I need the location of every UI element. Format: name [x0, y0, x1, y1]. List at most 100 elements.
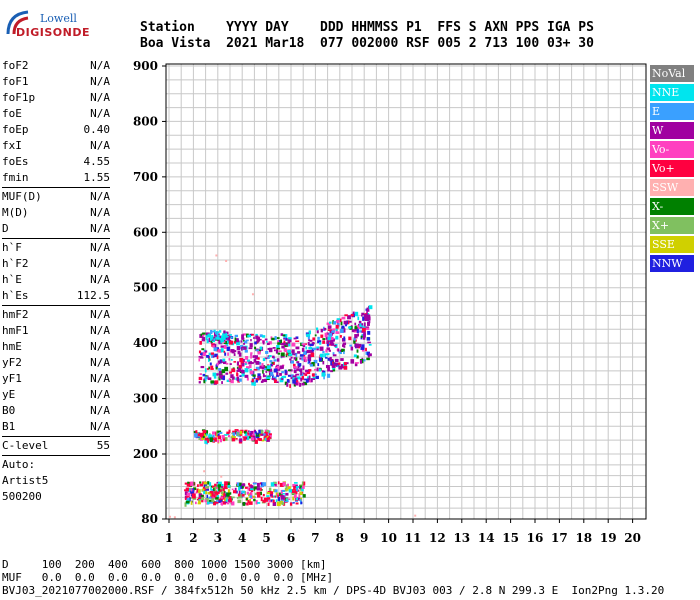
data-point	[242, 333, 246, 336]
param-row: fmin 1.55	[2, 170, 110, 186]
data-point	[310, 349, 314, 353]
data-point	[226, 431, 230, 435]
data-point	[301, 343, 306, 346]
data-point	[188, 482, 191, 487]
data-point	[198, 355, 201, 358]
lowell-digisonde-logo: Lowell DIGISONDE	[4, 6, 89, 40]
data-point	[330, 370, 334, 373]
data-point	[325, 365, 330, 369]
data-point	[348, 320, 352, 323]
data-point	[185, 487, 190, 492]
data-point	[292, 483, 296, 487]
autoscaling-info: Auto: Artist5 500200	[2, 457, 110, 505]
data-point	[230, 374, 234, 379]
data-point	[352, 311, 355, 316]
data-point	[356, 355, 359, 359]
param-name: h`E	[2, 273, 22, 286]
data-point	[307, 336, 310, 340]
data-point	[242, 502, 246, 506]
data-point	[301, 481, 304, 485]
data-point	[223, 493, 227, 497]
data-point	[258, 429, 261, 434]
param-name: foF1	[2, 75, 29, 88]
data-point	[205, 335, 208, 340]
data-point	[331, 330, 335, 333]
data-point	[244, 374, 249, 378]
param-name: foEs	[2, 155, 29, 168]
data-point	[296, 376, 301, 380]
data-point	[207, 481, 210, 485]
data-point	[294, 482, 298, 484]
data-point	[315, 327, 319, 331]
data-point	[262, 499, 266, 503]
data-point	[312, 347, 317, 351]
data-point	[333, 344, 337, 347]
data-point	[225, 342, 229, 347]
data-point	[267, 347, 271, 351]
data-point	[248, 347, 253, 350]
data-point	[356, 325, 361, 329]
data-point	[280, 365, 284, 369]
data-point	[325, 349, 328, 353]
data-point	[280, 352, 285, 357]
param-value: N/A	[90, 59, 110, 72]
data-point	[185, 495, 190, 498]
data-point	[264, 378, 268, 383]
data-point	[271, 337, 275, 341]
data-point	[229, 334, 232, 336]
data-point	[232, 496, 235, 499]
data-point	[237, 482, 242, 487]
data-point	[284, 350, 288, 353]
data-point	[206, 368, 209, 370]
data-point	[363, 331, 366, 336]
data-point	[308, 354, 312, 358]
data-point	[284, 369, 287, 374]
x-tick-label: 16	[527, 531, 544, 545]
data-point	[293, 383, 296, 387]
data-point	[259, 346, 263, 350]
data-point	[198, 376, 203, 381]
data-point	[194, 433, 198, 438]
data-point	[215, 497, 219, 500]
data-point	[257, 437, 261, 441]
data-point	[291, 343, 296, 347]
x-tick-label: 5	[262, 531, 270, 545]
data-point	[281, 378, 284, 381]
data-point	[283, 344, 287, 348]
data-point	[201, 355, 203, 358]
data-point	[269, 492, 273, 497]
data-point	[212, 355, 215, 358]
param-value: 4.55	[83, 155, 111, 168]
data-point	[246, 502, 249, 506]
data-point	[262, 364, 264, 370]
data-point	[361, 323, 364, 326]
data-point	[200, 352, 203, 356]
data-point	[357, 343, 362, 348]
data-point	[198, 500, 201, 504]
param-name: foE	[2, 107, 22, 120]
data-point	[233, 340, 237, 344]
data-point	[252, 362, 254, 365]
data-point	[368, 344, 372, 346]
param-row: h`F2 N/A	[2, 256, 110, 272]
data-point	[206, 500, 210, 505]
data-point	[193, 430, 197, 434]
data-point	[220, 339, 225, 343]
data-point	[236, 346, 241, 351]
data-point	[265, 375, 268, 379]
data-point	[318, 357, 323, 362]
divider	[2, 455, 110, 456]
data-point	[213, 490, 217, 494]
data-point	[215, 366, 218, 370]
data-point	[269, 491, 274, 495]
data-point	[356, 349, 359, 353]
data-point	[191, 493, 196, 498]
data-point	[253, 374, 256, 380]
data-point	[265, 433, 267, 438]
data-point	[354, 334, 358, 339]
data-point	[309, 357, 312, 362]
data-point	[255, 379, 258, 383]
data-point	[205, 488, 210, 491]
data-point	[272, 499, 275, 503]
data-point	[212, 431, 216, 435]
